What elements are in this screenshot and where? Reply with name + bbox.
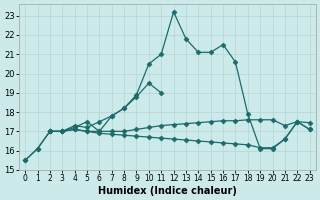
X-axis label: Humidex (Indice chaleur): Humidex (Indice chaleur) <box>98 186 237 196</box>
